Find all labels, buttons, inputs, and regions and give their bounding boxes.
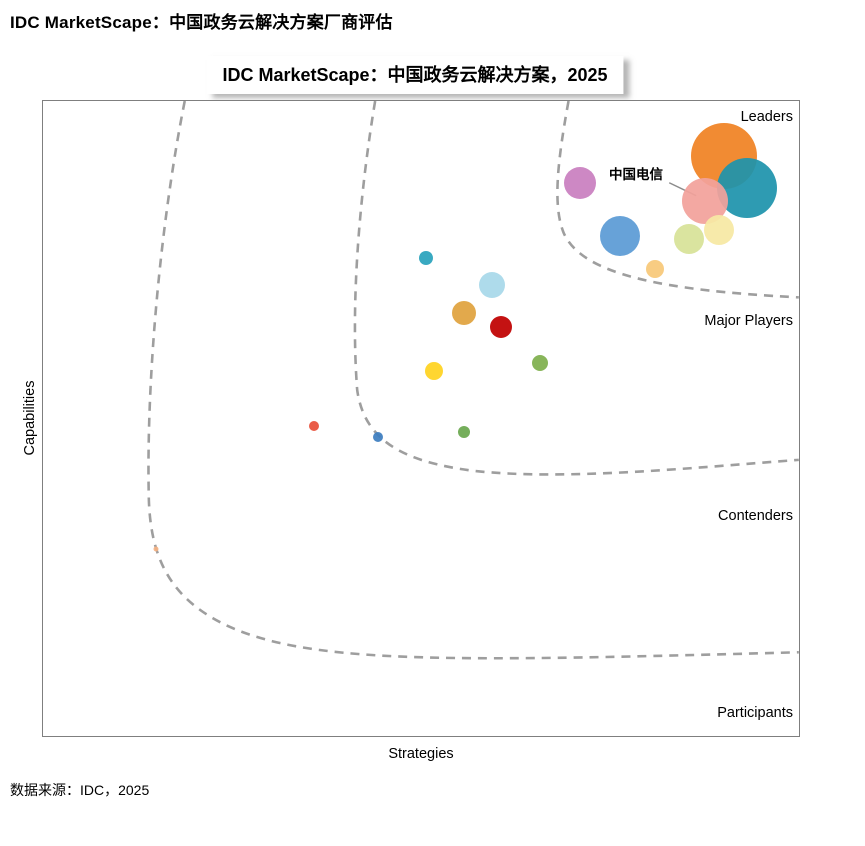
data-source-note: 数据来源：IDC，2025 — [10, 782, 150, 798]
vendor-bubble — [703, 214, 734, 245]
region-label-major-players: Major Players — [704, 313, 793, 329]
document-title: IDC MarketScape：中国政务云解决方案厂商评估 — [10, 13, 393, 32]
vendor-bubble — [452, 301, 477, 326]
leaders-boundary-arc — [556, 101, 799, 299]
vendor-bubble — [419, 251, 434, 266]
vendor-bubble — [479, 272, 506, 299]
vendor-bubble — [599, 215, 640, 256]
vendor-bubble — [153, 546, 159, 552]
plot-area: Leaders Major Players Contenders Partici… — [42, 100, 800, 737]
vendor-bubble — [531, 355, 548, 372]
vendor-bubble — [308, 421, 319, 432]
region-label-contenders: Contenders — [718, 508, 793, 524]
vendor-bubble — [372, 431, 383, 442]
vendor-bubble — [674, 223, 705, 254]
contenders-boundary-arc — [147, 101, 799, 660]
vendor-bubble — [458, 425, 471, 438]
region-label-leaders: Leaders — [740, 109, 793, 125]
vendor-bubble — [490, 316, 513, 339]
vendor-callout-label: 中国电信 — [609, 167, 663, 182]
region-label-participants: Participants — [717, 705, 793, 721]
x-axis-label: Strategies — [388, 746, 454, 762]
vendor-bubble — [645, 259, 664, 278]
chart-title: IDC MarketScape：中国政务云解决方案，2025 — [206, 56, 624, 94]
y-axis-label: Capabilities — [22, 380, 38, 456]
major-players-boundary-arc — [353, 101, 799, 476]
vendor-bubble — [716, 157, 777, 218]
vendor-bubble — [563, 166, 596, 199]
vendor-bubble — [424, 361, 443, 380]
